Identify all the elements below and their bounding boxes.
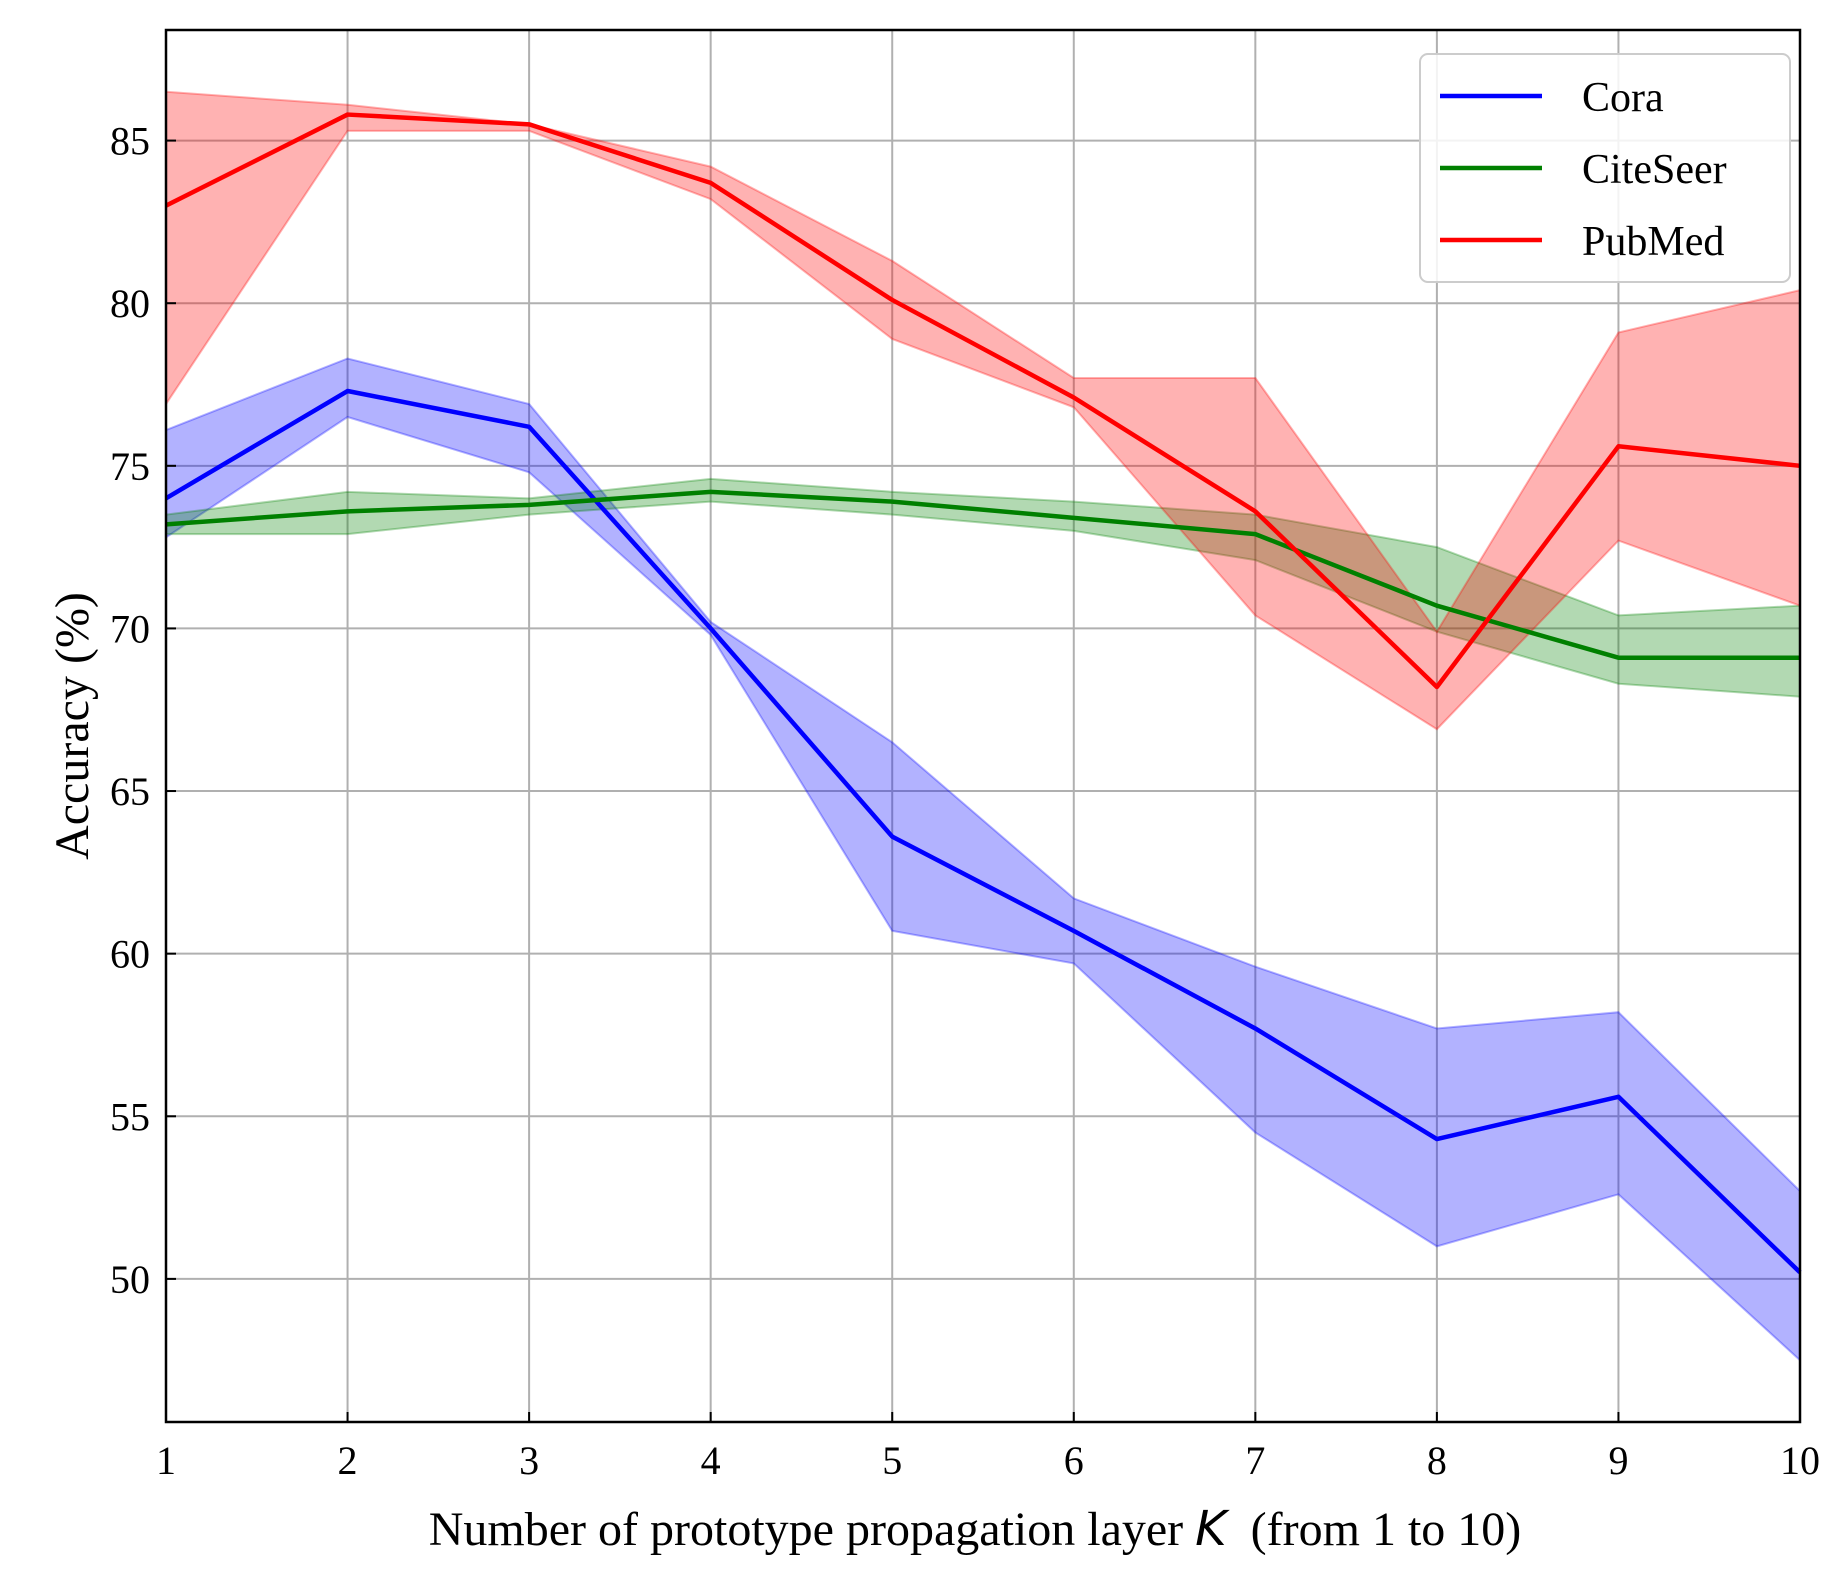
grid-lines — [165, 30, 1801, 1422]
legend-label-pubmed: PubMed — [1582, 219, 1724, 265]
line-cora — [164, 388, 1802, 1275]
x-tick-label: 8 — [1427, 1438, 1447, 1483]
x-tick-label: 1 — [156, 1438, 176, 1483]
x-tick-label: 4 — [701, 1438, 721, 1483]
series-lines — [164, 112, 1802, 1275]
y-axis-title: Accuracy (%) — [46, 592, 99, 860]
x-tick-label: 3 — [519, 1438, 539, 1483]
y-axis-ticks: 50 55 60 65 70 75 80 85 — [110, 119, 176, 1302]
y-tick-label: 80 — [110, 281, 150, 326]
x-axis-title-variable: K — [1195, 1501, 1230, 1557]
y-tick-label: 85 — [110, 119, 150, 164]
x-tick-label: 10 — [1780, 1438, 1820, 1483]
y-tick-label: 50 — [110, 1257, 150, 1302]
y-tick-label: 55 — [110, 1094, 150, 1139]
y-tick-label: 65 — [110, 769, 150, 814]
legend-label-citeseer: CiteSeer — [1582, 147, 1727, 193]
y-tick-label: 60 — [110, 932, 150, 977]
x-axis-title-prefix: Number of prototype propagation layer — [429, 1503, 1195, 1556]
x-axis-title-suffix: (from 1 to 10) — [1227, 1503, 1522, 1556]
y-tick-label: 70 — [110, 606, 150, 651]
x-tick-label: 7 — [1245, 1438, 1265, 1483]
line-citeseer — [165, 489, 1800, 660]
legend-box — [1419, 53, 1791, 283]
legend: Cora CiteSeer PubMed — [1419, 53, 1791, 283]
x-tick-label: 2 — [338, 1438, 358, 1483]
x-tick-label: 6 — [1064, 1438, 1084, 1483]
line-pubmed — [164, 112, 1801, 690]
y-tick-label: 75 — [110, 444, 150, 489]
x-tick-label: 5 — [882, 1438, 902, 1483]
x-tick-label: 9 — [1608, 1438, 1628, 1483]
plot-frame — [164, 28, 1802, 1424]
x-axis-ticks: 1 2 3 4 5 6 7 8 9 10 — [156, 1412, 1820, 1483]
legend-label-cora: Cora — [1582, 75, 1664, 121]
x-axis-title: Number of prototype propagation layer K … — [429, 1501, 1522, 1557]
